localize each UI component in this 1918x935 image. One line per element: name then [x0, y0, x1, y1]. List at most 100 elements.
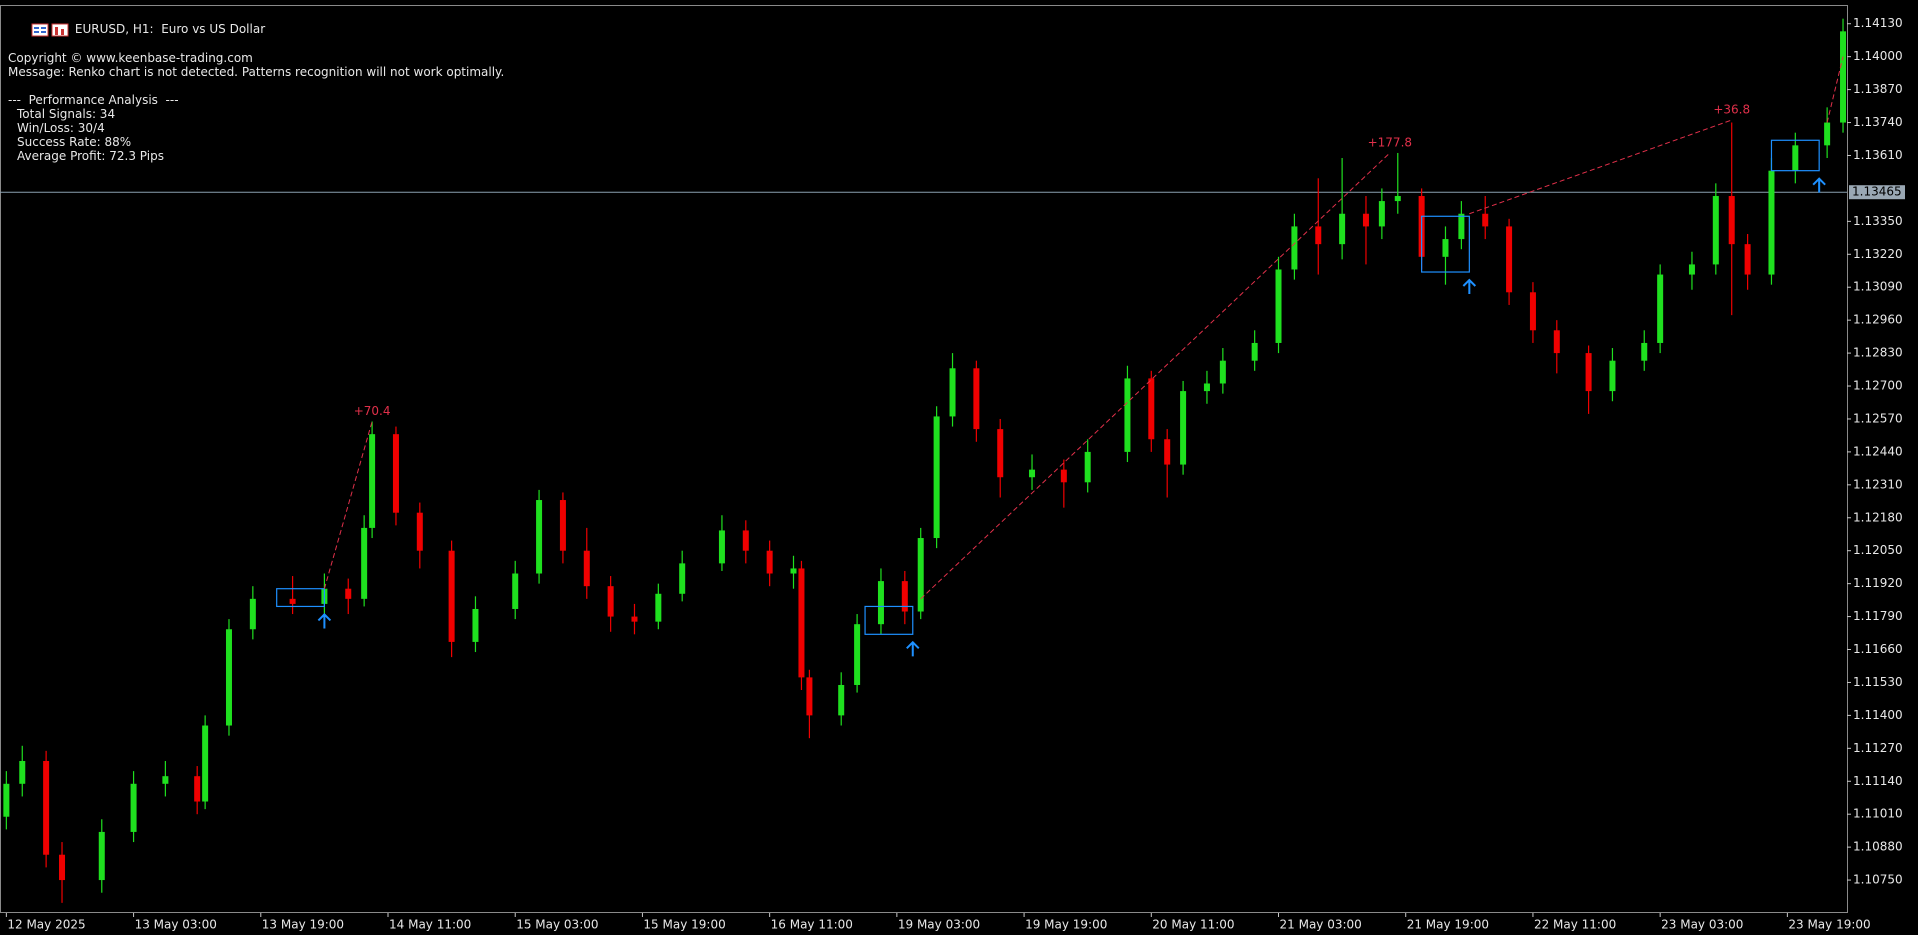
candle-body	[798, 568, 805, 678]
candle-body	[1744, 244, 1751, 275]
candle-body	[790, 568, 797, 574]
signal-arrow	[1812, 177, 1826, 193]
y-tick-label: 1.11530	[1853, 675, 1903, 689]
candle-body	[718, 530, 725, 564]
candle-body	[1458, 213, 1465, 240]
stat: Total Signals: 34	[17, 106, 116, 121]
candle-body	[98, 831, 105, 881]
candle-body	[559, 500, 566, 551]
y-tick-label: 1.12700	[1853, 379, 1903, 393]
candle-body	[361, 527, 368, 599]
x-tick-label: 13 May 03:00	[135, 918, 217, 932]
candle-body	[1275, 269, 1282, 343]
candle-body	[933, 416, 940, 539]
candle-body	[1712, 196, 1719, 265]
y-tick-label: 1.12310	[1853, 477, 1903, 491]
y-tick-label: 1.12830	[1853, 346, 1903, 360]
y-tick-label: 1.13090	[1853, 280, 1903, 294]
candle-body	[19, 760, 26, 784]
candle-body	[1203, 383, 1210, 392]
candle-body	[130, 783, 137, 832]
candle-body	[655, 593, 662, 622]
x-tick-label: 13 May 19:00	[262, 918, 344, 932]
candle-body	[631, 616, 638, 622]
y-tick-label: 1.14000	[1853, 49, 1903, 63]
candle-body	[997, 429, 1004, 478]
candle-body	[1442, 239, 1449, 257]
signal-box	[864, 605, 914, 635]
candle-body	[1482, 213, 1489, 227]
y-tick-label: 1.13350	[1853, 214, 1903, 228]
y-tick-label: 1.11660	[1853, 642, 1903, 656]
x-tick-label: 22 May 11:00	[1534, 918, 1616, 932]
stat: Win/Loss: 30/4	[17, 120, 105, 135]
candle-body	[289, 598, 296, 604]
candle-body	[901, 581, 908, 612]
spacer	[8, 79, 504, 93]
y-tick-label: 1.13740	[1853, 115, 1903, 129]
candle-body	[1824, 122, 1831, 146]
candle-body	[838, 684, 845, 716]
candle-body	[3, 783, 10, 817]
trade-line	[323, 421, 373, 589]
y-tick-label: 1.13610	[1853, 148, 1903, 162]
candle-body	[43, 760, 50, 855]
candle-body	[1657, 274, 1664, 343]
trade-line	[920, 152, 1391, 600]
candle-body	[194, 776, 201, 802]
candle-body	[512, 573, 519, 609]
candle-body	[583, 550, 590, 587]
current-price-label: 1.13465	[1852, 185, 1902, 199]
y-tick-label: 1.12180	[1853, 510, 1903, 524]
x-tick-label: 19 May 03:00	[898, 918, 980, 932]
candle-body	[1378, 201, 1385, 227]
signal-arrow	[906, 640, 920, 657]
chart-title: EURUSD, H1: Euro vs US Dollar	[74, 22, 266, 36]
candle-body	[1506, 226, 1513, 293]
candle-body	[249, 598, 256, 630]
y-tick-label: 1.11790	[1853, 609, 1903, 623]
candle-body	[1251, 342, 1258, 361]
candle-body	[877, 581, 884, 625]
candle-body	[225, 629, 232, 726]
candle-body	[766, 550, 773, 574]
y-tick-label: 1.11140	[1853, 774, 1903, 788]
x-tick-label: 15 May 03:00	[516, 918, 598, 932]
signal-arrow	[1462, 278, 1477, 295]
x-tick-label: 20 May 11:00	[1152, 918, 1234, 932]
trade-line	[1826, 56, 1844, 123]
y-tick-label: 1.12440	[1853, 444, 1903, 458]
plot-frame	[0, 5, 1848, 913]
y-tick-label: 1.12050	[1853, 543, 1903, 557]
candle-body	[202, 725, 209, 802]
x-tick-label: 23 May 03:00	[1661, 918, 1743, 932]
signal-box	[1421, 215, 1470, 273]
candle-body	[854, 624, 861, 685]
candle-body	[1792, 145, 1799, 171]
candle-body	[1084, 451, 1091, 483]
candle-body	[742, 530, 749, 551]
x-tick-label: 21 May 19:00	[1407, 918, 1489, 932]
candle-body	[472, 608, 479, 642]
y-tick-label: 1.10750	[1853, 873, 1903, 887]
candle-body	[1728, 196, 1735, 245]
x-tick-label: 16 May 11:00	[771, 918, 853, 932]
profit-label: +177.8	[1368, 135, 1412, 149]
candle-body	[416, 512, 423, 551]
title-row: EURUSD, H1: Euro vs US Dollar	[8, 8, 504, 51]
candle-body	[1585, 353, 1592, 392]
copyright: Copyright © www.keenbase-trading.com	[8, 50, 253, 65]
stat: Success Rate: 88%	[17, 134, 132, 149]
candle-body	[973, 368, 980, 430]
candle-body	[1060, 469, 1067, 483]
candle-body	[1315, 226, 1322, 245]
stat: Average Profit: 72.3 Pips	[17, 148, 164, 163]
analysis-title: --- Performance Analysis ---	[8, 92, 179, 107]
candle-body	[1553, 330, 1560, 354]
x-tick-label: 23 May 19:00	[1788, 918, 1870, 932]
candle-body	[1180, 391, 1187, 465]
y-tick-label: 1.11010	[1853, 807, 1903, 821]
candle-body	[1840, 31, 1847, 123]
candle-body	[1148, 378, 1155, 440]
